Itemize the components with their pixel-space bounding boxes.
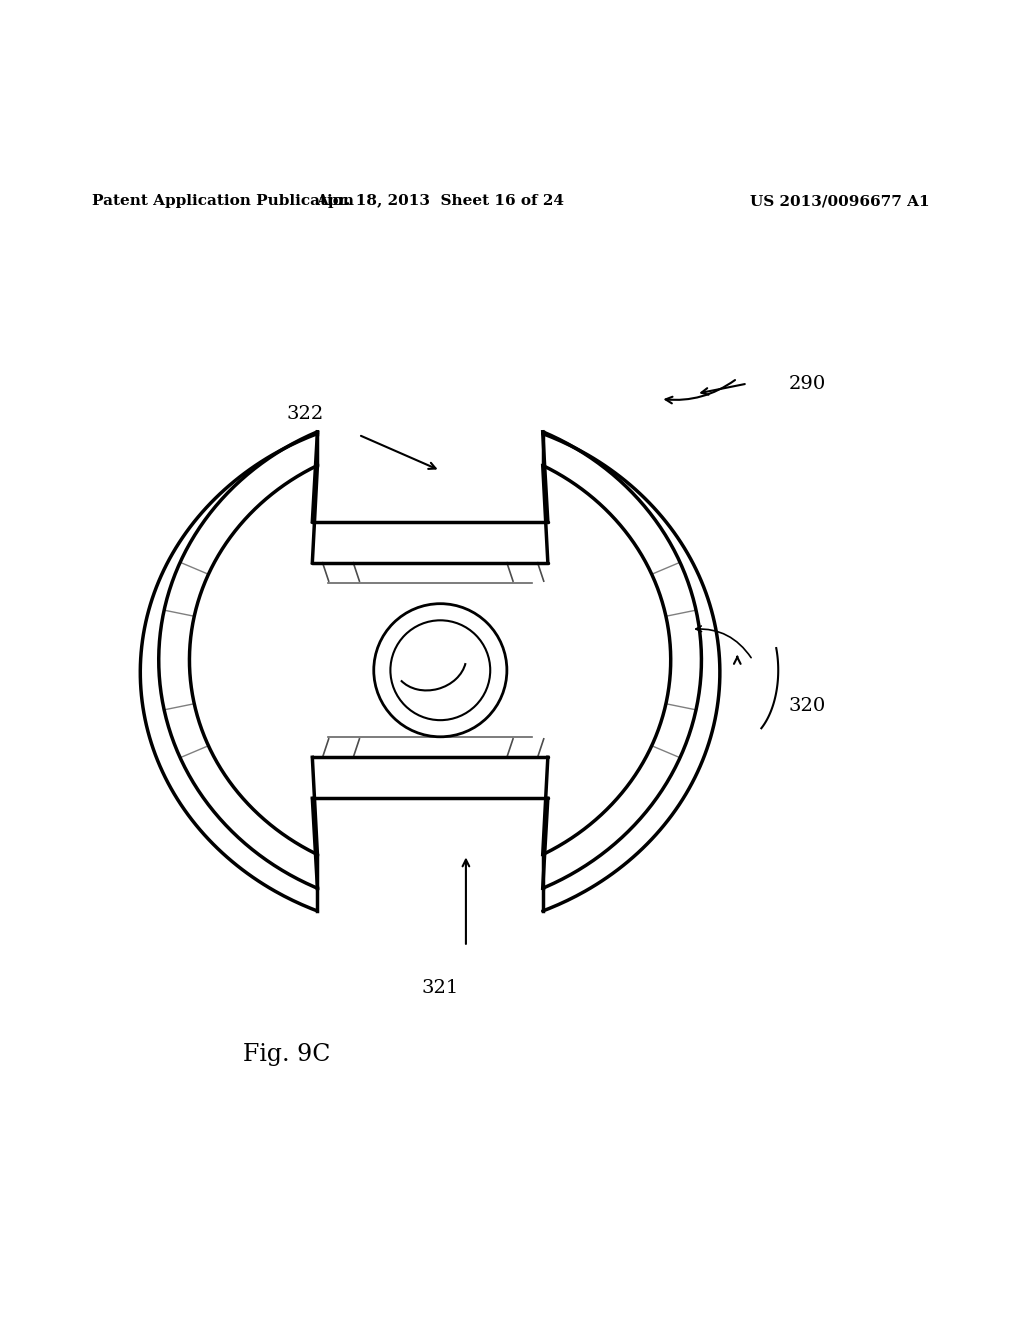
Text: 290: 290 xyxy=(788,375,825,392)
Text: US 2013/0096677 A1: US 2013/0096677 A1 xyxy=(750,194,930,209)
Text: 320: 320 xyxy=(788,697,825,715)
Text: 321: 321 xyxy=(422,978,459,997)
Text: Fig. 9C: Fig. 9C xyxy=(243,1043,331,1065)
Text: Patent Application Publication: Patent Application Publication xyxy=(92,194,354,209)
Text: 322: 322 xyxy=(287,405,324,424)
Text: Apr. 18, 2013  Sheet 16 of 24: Apr. 18, 2013 Sheet 16 of 24 xyxy=(316,194,564,209)
